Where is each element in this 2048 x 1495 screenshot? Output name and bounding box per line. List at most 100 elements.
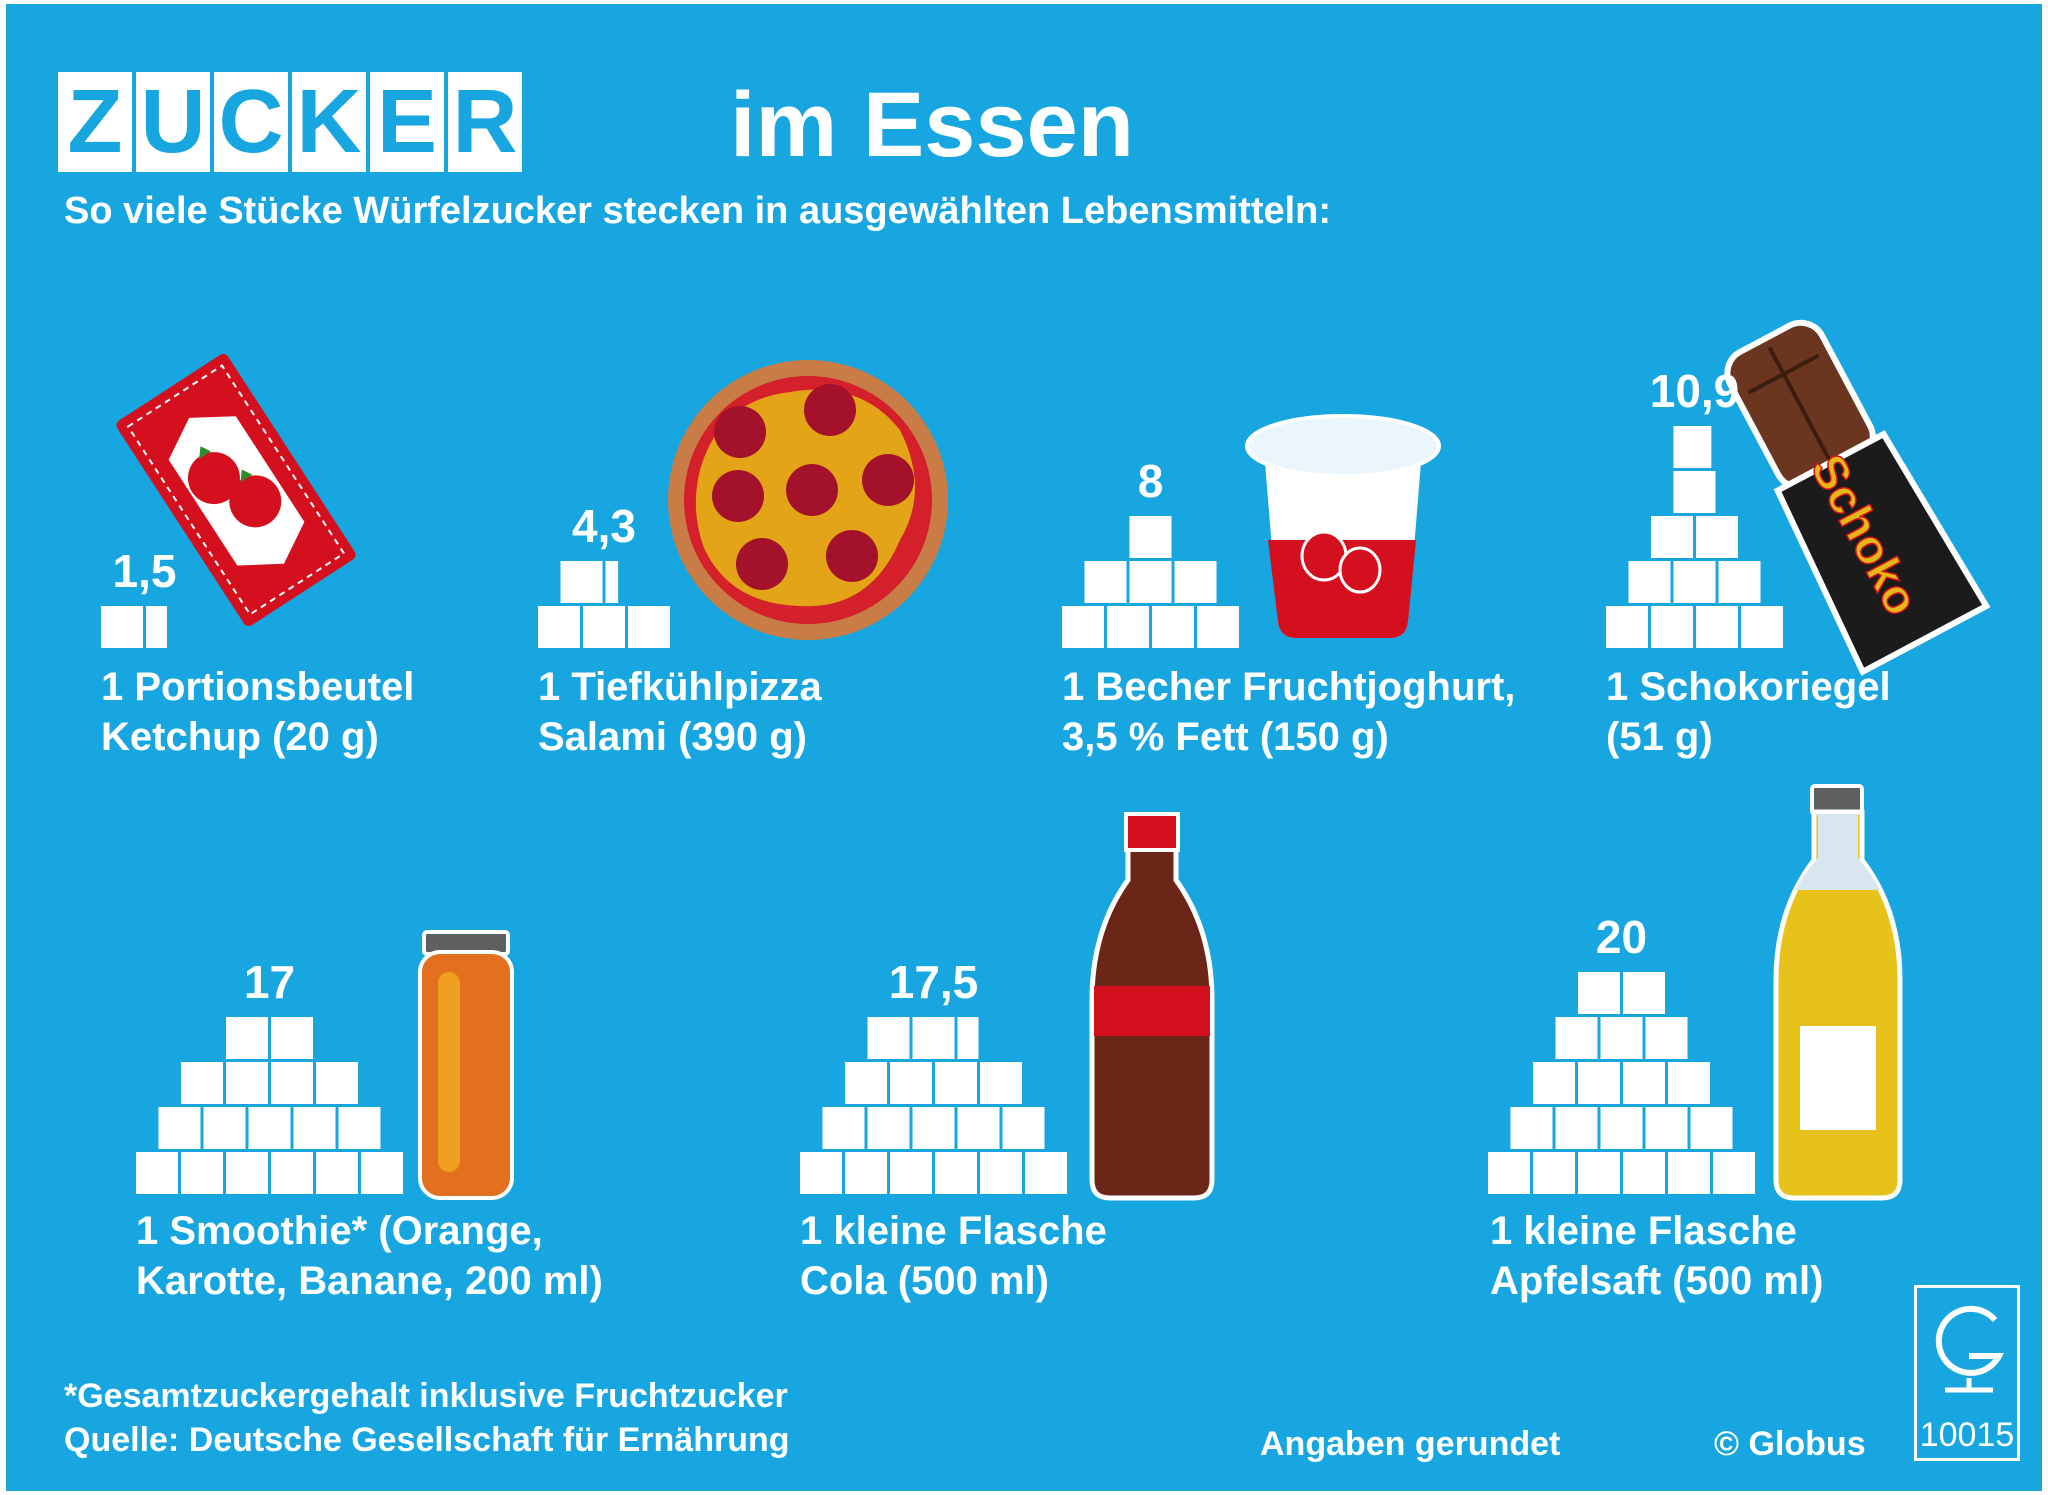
sugar-cube-chocolate-bar	[1606, 606, 1648, 648]
subtitle: So viele Stücke Würfelzucker stecken in …	[64, 190, 1332, 232]
sugar-cube-apple-juice	[1690, 1107, 1733, 1149]
sugar-cube-chocolate-bar	[1741, 606, 1783, 648]
sugar-cube-cola	[800, 1152, 842, 1194]
sugar-cube-smoothie	[271, 1017, 313, 1059]
value-label-ketchup: 1,5	[112, 545, 177, 597]
sugar-cube-chocolate-bar	[1673, 426, 1712, 468]
sugar-cube-apple-juice	[1600, 1017, 1643, 1059]
sugar-cube-cola	[867, 1107, 910, 1149]
rounding-note: Angaben gerundet	[1260, 1425, 1561, 1463]
sugar-cube-smoothie	[158, 1107, 201, 1149]
globus-g-icon	[1935, 1305, 2005, 1393]
category-label-pizza: 1 Tiefkühlpizza Salami (390 g)	[538, 665, 822, 759]
logo-number: 10015	[1919, 1416, 2015, 1454]
sugar-cube-smoothie	[293, 1107, 336, 1149]
sugar-cube-pizza	[538, 606, 580, 648]
sugar-cube-cola	[935, 1062, 977, 1104]
sugar-cube-smoothie	[181, 1152, 223, 1194]
value-label-smoothie: 17	[243, 956, 296, 1008]
sugar-cube-smoothie	[338, 1107, 381, 1149]
title-letter: C	[214, 72, 288, 172]
sugar-cube-apple-juice	[1488, 1152, 1530, 1194]
apple-juice-bottle-icon	[1773, 784, 1903, 1201]
sugar-cube-chocolate-bar	[1696, 516, 1738, 558]
sugar-cube-cola	[912, 1107, 955, 1149]
sugar-cube-cola	[845, 1152, 887, 1194]
footnote-source: *Gesamtzuckergehalt inklusive Fruchtzuck…	[64, 1377, 790, 1459]
yogurt-cup-icon	[1245, 414, 1441, 638]
sugar-cube-chocolate-bar	[1628, 561, 1671, 603]
sugar-cube-cola	[980, 1062, 1022, 1104]
chocolate-bar-icon: Schoko	[1724, 319, 1991, 676]
sugar-cube-chocolate-bar	[1651, 606, 1693, 648]
sugar-cube-smoothie	[136, 1152, 178, 1194]
sugar-cube-ketchup	[101, 606, 143, 648]
sugar-cube-ketchup	[146, 606, 167, 648]
sugar-cube-apple-juice	[1623, 972, 1665, 1014]
category-label-ketchup: 1 Portionsbeutel Ketchup (20 g)	[101, 665, 415, 759]
sugar-cube-yogurt	[1129, 561, 1172, 603]
sugar-cube-cola	[890, 1062, 932, 1104]
sugar-cube-smoothie	[226, 1152, 268, 1194]
title-letter: U	[136, 72, 210, 172]
pizza-icon	[668, 360, 948, 640]
sugar-cube-yogurt	[1062, 606, 1104, 648]
sugar-cube-apple-juice	[1578, 1062, 1620, 1104]
sugar-cube-cola	[957, 1017, 979, 1059]
sugar-cube-smoothie	[271, 1152, 313, 1194]
sugar-cube-smoothie	[361, 1152, 403, 1194]
sugar-cube-apple-juice	[1668, 1062, 1710, 1104]
sugar-cube-smoothie	[316, 1152, 358, 1194]
title-letter: K	[292, 72, 366, 172]
title-letter: Z	[58, 72, 132, 172]
sugar-cube-smoothie	[181, 1062, 223, 1104]
sugar-cube-chocolate-bar	[1673, 471, 1716, 513]
sugar-cube-cola	[890, 1152, 932, 1194]
page-title: im Essen	[730, 74, 1134, 176]
sugar-cube-yogurt	[1152, 606, 1194, 648]
sugar-cube-cola	[935, 1152, 977, 1194]
sugar-cube-apple-juice	[1668, 1152, 1710, 1194]
category-label-yogurt: 1 Becher Fruchtjoghurt, 3,5 % Fett (150 …	[1062, 665, 1516, 759]
credit: © Globus	[1714, 1425, 1866, 1463]
sugar-cube-pizza	[605, 561, 619, 603]
sugar-cube-apple-juice	[1578, 1152, 1620, 1194]
value-label-pizza: 4,3	[572, 500, 636, 552]
value-label-cola: 17,5	[888, 956, 979, 1008]
sugar-cube-cola	[1025, 1152, 1067, 1194]
smoothie-bottle-icon	[418, 930, 514, 1200]
sugar-cube-cola	[1002, 1107, 1045, 1149]
sugar-cube-smoothie	[226, 1017, 268, 1059]
sugar-cube-apple-juice	[1645, 1107, 1688, 1149]
sugar-cube-smoothie	[248, 1107, 291, 1149]
sugar-cube-apple-juice	[1555, 1107, 1598, 1149]
sugar-cube-smoothie	[271, 1062, 313, 1104]
sugar-cube-apple-juice	[1623, 1152, 1665, 1194]
sugar-cube-yogurt	[1129, 516, 1172, 558]
title-letter-row: Z U C K E R	[58, 72, 522, 172]
sugar-cube-yogurt	[1197, 606, 1239, 648]
sugar-cube-cola	[912, 1017, 955, 1059]
sugar-cube-smoothie	[316, 1062, 358, 1104]
sugar-cube-cola	[845, 1062, 887, 1104]
sugar-cube-apple-juice	[1533, 1152, 1575, 1194]
sugar-cube-apple-juice	[1713, 1152, 1755, 1194]
sugar-cube-apple-juice	[1510, 1107, 1553, 1149]
value-label-yogurt: 8	[1137, 455, 1164, 507]
sugar-cube-cola	[980, 1152, 1022, 1194]
sugar-cube-pizza	[583, 606, 625, 648]
sugar-cube-yogurt	[1084, 561, 1127, 603]
value-label-apple-juice: 20	[1595, 911, 1648, 963]
background-panel	[6, 4, 2042, 1491]
cola-bottle-icon	[1089, 812, 1215, 1201]
sugar-cube-apple-juice	[1555, 1017, 1598, 1059]
value-label-chocolate-bar: 10,9	[1649, 365, 1740, 417]
sugar-cube-smoothie	[203, 1107, 246, 1149]
sugar-cube-chocolate-bar	[1651, 516, 1693, 558]
category-label-cola: 1 kleine Flasche Cola (500 ml)	[800, 1209, 1107, 1303]
globus-logo: 10015	[1914, 1285, 2020, 1461]
sugar-cube-cola	[822, 1107, 865, 1149]
